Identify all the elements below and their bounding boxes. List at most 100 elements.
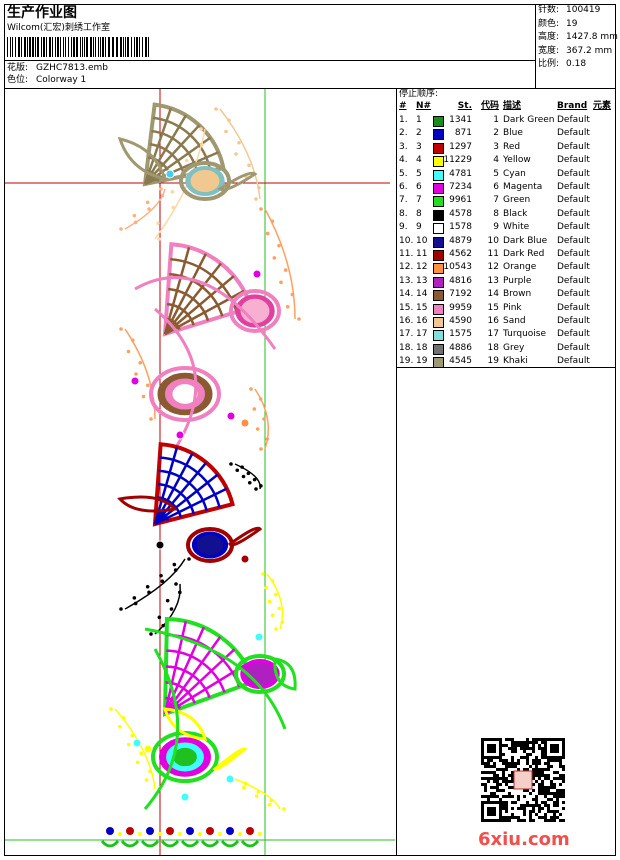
qr-module [553, 747, 556, 750]
qr-module [526, 789, 529, 792]
qr-module [490, 744, 493, 747]
qr-module [562, 777, 565, 780]
cell-code: 12 [487, 262, 499, 273]
header-divider [4, 88, 616, 89]
qr-module [544, 741, 547, 744]
qr-module [487, 747, 490, 750]
qr-module [505, 768, 508, 771]
qr-module [523, 741, 526, 744]
cell-code: 19 [487, 356, 499, 367]
motif-dot [282, 807, 286, 811]
cell-needle: 7 [416, 195, 422, 206]
file-label: 花版: [7, 63, 29, 73]
qr-module [481, 750, 484, 753]
qr-module [553, 750, 556, 753]
qr-module [532, 819, 535, 822]
bar-stripe [65, 37, 66, 57]
bar-stripe [139, 37, 140, 57]
border-scallop [240, 840, 260, 848]
qr-module [562, 756, 565, 759]
qr-module [553, 819, 556, 822]
qr-module [484, 801, 487, 804]
qr-module [505, 765, 508, 768]
qr-module [547, 759, 550, 762]
motif-dot [134, 372, 138, 376]
qr-module [541, 747, 544, 750]
cell-brand: Default [557, 195, 590, 206]
bar-stripe [82, 37, 83, 57]
color-swatch [433, 330, 444, 342]
qr-module [550, 798, 553, 801]
qr-module [553, 792, 556, 795]
motif-dot [118, 724, 122, 729]
qr-module [511, 780, 514, 783]
color-swatch [433, 142, 444, 154]
cell-needle: 2 [416, 128, 422, 139]
qr-module [547, 774, 550, 777]
motif-dot [132, 213, 137, 218]
qr-module [493, 771, 496, 774]
qr-module [556, 771, 559, 774]
file-divider [4, 60, 535, 61]
qr-module [538, 792, 541, 795]
motif-dot [277, 243, 281, 248]
stat-value: 100419 [566, 5, 601, 15]
qr-module [511, 777, 514, 780]
qr-module [499, 819, 502, 822]
cell-name: White [503, 222, 530, 233]
qr-module [514, 801, 517, 804]
qr-module [526, 747, 529, 750]
qr-module [538, 762, 541, 765]
qr-module [562, 747, 565, 750]
qr-module [523, 789, 526, 792]
qr-module [487, 810, 490, 813]
qr-module [538, 777, 541, 780]
color-swatch [433, 156, 444, 168]
motif-dot [229, 462, 233, 466]
bar-stripe [21, 37, 22, 57]
motif-arc [154, 307, 198, 450]
cell-needle: 14 [416, 289, 428, 300]
motif-star [240, 554, 250, 564]
motif-dot [156, 221, 160, 226]
qr-module [532, 804, 535, 807]
qr-module [508, 765, 511, 768]
qr-module [559, 756, 562, 759]
cell-needle: 5 [416, 168, 422, 179]
cell-stitches: 11229 [443, 155, 472, 166]
qr-module [547, 810, 550, 813]
qr-module [541, 807, 544, 810]
bar-stripe [68, 37, 69, 57]
qr-module [562, 753, 565, 756]
motif-flower [229, 289, 281, 333]
motif-flower [173, 747, 197, 767]
qr-module [490, 738, 493, 741]
qr-module [547, 807, 550, 810]
cell-brand: Default [557, 141, 590, 152]
qr-module [556, 792, 559, 795]
cell-stitches: 4562 [449, 249, 472, 259]
qr-module [547, 798, 550, 801]
cell-stitches: 871 [454, 128, 472, 139]
qr-module [538, 774, 541, 777]
qr-module [493, 795, 496, 798]
motif-dot [159, 573, 163, 578]
qr-module [559, 795, 562, 798]
qr-module [562, 738, 565, 741]
qr-module [541, 801, 544, 804]
motif-dot [249, 387, 253, 391]
cell-stitches: 4545 [449, 356, 472, 367]
motif-dot [133, 601, 138, 606]
qr-module [511, 807, 514, 810]
qr-module [547, 738, 550, 741]
qr-module [496, 756, 499, 759]
qr-module [547, 792, 550, 795]
qr-module [559, 765, 562, 768]
qr-module [520, 804, 523, 807]
qr-module [562, 744, 565, 747]
qr-module [499, 768, 502, 771]
qr-module [535, 762, 538, 765]
cell-brand: Default [557, 115, 590, 125]
qr-module [553, 813, 556, 816]
bar-stripe [43, 37, 45, 57]
